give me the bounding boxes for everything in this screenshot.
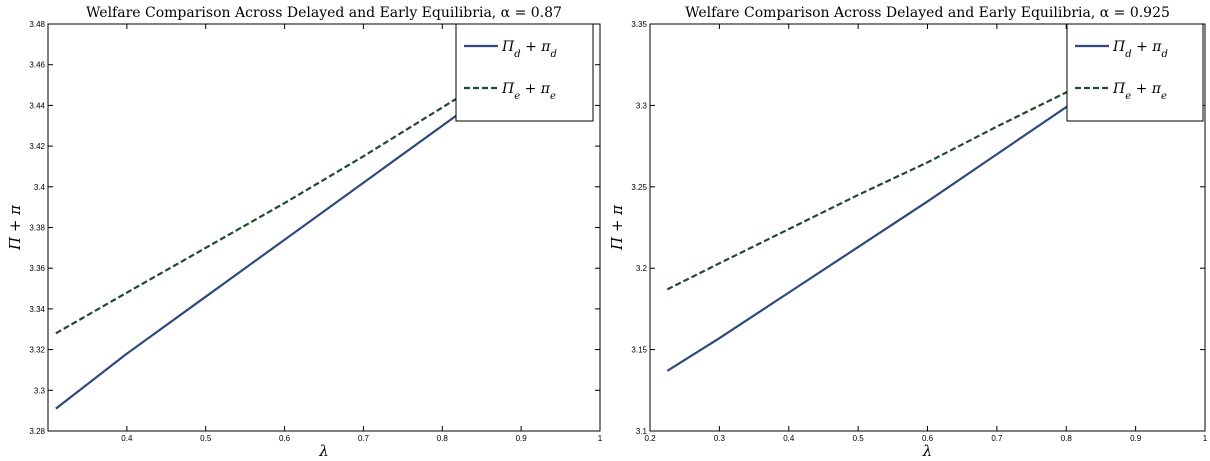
- chart-title: Welfare Comparison Across Delayed and Ea…: [86, 5, 562, 21]
- x-tick-label: 0.2: [644, 434, 656, 443]
- legend-label: Πe + πe: [501, 81, 556, 102]
- legend-label-part: d: [1125, 49, 1131, 60]
- y-tick-label: 3.2: [636, 264, 648, 273]
- x-axis-label: λ: [922, 442, 933, 460]
- legend-label-part: + π: [1132, 39, 1163, 55]
- legend-label-part: Π: [1112, 39, 1126, 55]
- legend-label-part: d: [1161, 49, 1167, 60]
- y-tick-label: 3.36: [29, 264, 45, 273]
- y-tick-label: 3.4: [34, 183, 46, 192]
- series-line-d: [666, 96, 1081, 372]
- y-tick-label: 3.15: [631, 346, 647, 355]
- y-tick-label: 3.38: [29, 224, 45, 233]
- x-tick-label: 0.6: [279, 434, 291, 443]
- legend-label-part: e: [514, 91, 520, 102]
- series-line-d: [55, 96, 483, 410]
- x-tick-label: 0.3: [714, 434, 726, 443]
- legend-label: Πd + πd: [1112, 39, 1168, 60]
- legend-label-part: e: [550, 91, 556, 102]
- legend-label-part: e: [1125, 91, 1131, 102]
- y-tick-label: 3.48: [29, 20, 45, 29]
- y-axis-label: Π + π: [608, 204, 626, 251]
- x-tick-label: 0.4: [783, 434, 795, 443]
- y-tick-label: 3.44: [29, 101, 45, 110]
- x-axis-label: λ: [318, 442, 329, 460]
- x-tick-label: 0.8: [437, 434, 449, 443]
- legend-label-part: Π: [501, 39, 515, 55]
- legend-label-part: + π: [520, 81, 551, 97]
- x-tick-label: 0.7: [991, 434, 1003, 443]
- series-line-e: [55, 82, 483, 335]
- y-tick-label: 3.1: [636, 427, 648, 436]
- x-tick-label: 0.9: [516, 434, 528, 443]
- x-tick-label: 0.8: [1061, 434, 1073, 443]
- legend-label-part: + π: [521, 39, 552, 55]
- y-tick-label: 3.34: [29, 305, 45, 314]
- legend-label-part: + π: [1131, 81, 1162, 97]
- y-tick-label: 3.46: [29, 61, 45, 70]
- x-tick-label: 1: [1203, 434, 1208, 443]
- legend-label: Πe + πe: [1112, 81, 1167, 102]
- y-tick-label: 3.28: [29, 427, 45, 436]
- x-tick-label: 0.9: [1130, 434, 1142, 443]
- y-tick-label: 3.3: [636, 101, 648, 110]
- y-tick-label: 3.3: [34, 386, 46, 395]
- legend-label-part: Π: [1112, 81, 1126, 97]
- series-line-e: [666, 84, 1081, 291]
- x-tick-label: 0.5: [200, 434, 212, 443]
- legend-label-part: Π: [501, 81, 515, 97]
- y-tick-label: 3.32: [29, 346, 45, 355]
- x-tick-label: 0.7: [358, 434, 370, 443]
- legend-label-part: d: [514, 49, 520, 60]
- x-tick-label: 0.4: [121, 434, 133, 443]
- y-axis-label: Π + π: [6, 204, 24, 251]
- chart-1: Welfare Comparison Across Delayed and Ea…: [6, 5, 603, 460]
- chart-2: Welfare Comparison Across Delayed and Ea…: [608, 5, 1208, 460]
- legend-box: [455, 23, 594, 122]
- legend-label-part: d: [550, 49, 556, 60]
- y-tick-label: 3.42: [29, 142, 45, 151]
- y-tick-label: 3.35: [631, 20, 647, 29]
- legend-label-part: e: [1161, 91, 1167, 102]
- x-tick-label: 0.5: [853, 434, 865, 443]
- chart-title: Welfare Comparison Across Delayed and Ea…: [685, 5, 1170, 21]
- y-tick-label: 3.25: [631, 183, 647, 192]
- x-tick-label: 0.6: [922, 434, 934, 443]
- x-tick-label: 1: [598, 434, 603, 443]
- legend-box: [1066, 23, 1204, 122]
- legend-label: Πd + πd: [501, 39, 557, 60]
